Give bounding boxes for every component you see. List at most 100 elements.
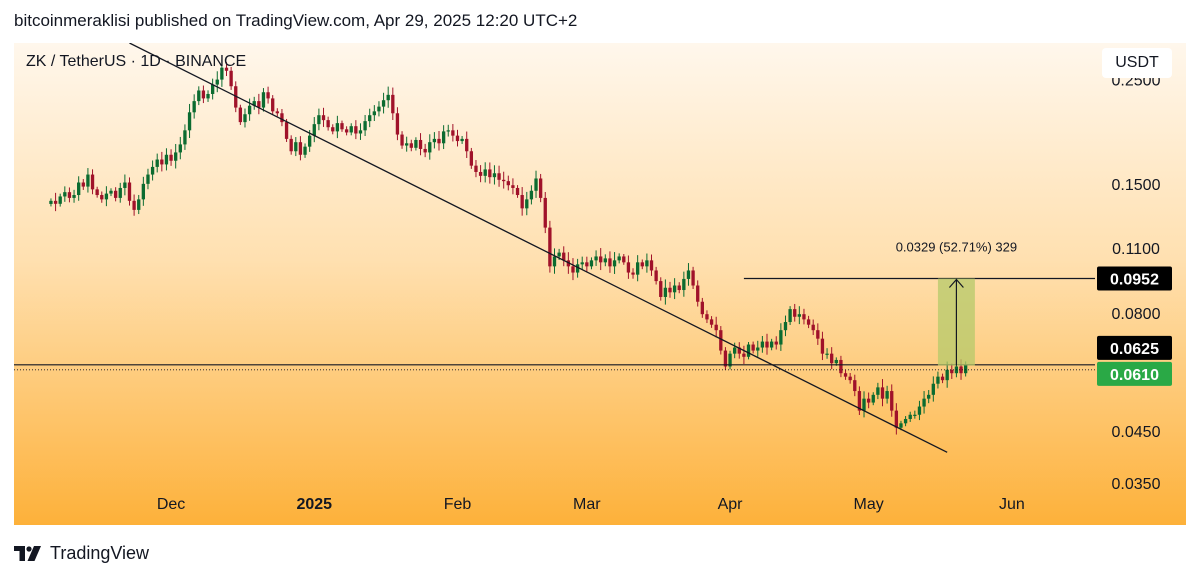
candle[interactable] — [451, 124, 455, 142]
candle[interactable] — [220, 59, 224, 87]
candle[interactable] — [672, 278, 677, 300]
candle[interactable] — [183, 124, 187, 150]
candle[interactable] — [174, 143, 178, 169]
candle[interactable] — [187, 103, 192, 138]
candle[interactable] — [760, 335, 765, 353]
candle[interactable] — [321, 107, 326, 127]
candle[interactable] — [945, 361, 949, 388]
candle[interactable] — [885, 385, 889, 404]
candle[interactable] — [917, 400, 922, 421]
candle[interactable] — [118, 182, 122, 203]
candle[interactable] — [635, 255, 640, 282]
candle[interactable] — [312, 117, 316, 143]
candle[interactable] — [192, 94, 196, 119]
candle[interactable] — [811, 319, 815, 336]
candle[interactable] — [668, 281, 672, 298]
candle[interactable] — [414, 137, 418, 151]
candle[interactable] — [788, 306, 792, 325]
candle[interactable] — [141, 176, 146, 206]
candle[interactable] — [765, 333, 769, 355]
candle[interactable] — [677, 282, 681, 294]
candle[interactable] — [880, 379, 885, 407]
candle[interactable] — [543, 192, 547, 234]
candle[interactable] — [137, 194, 141, 215]
candle[interactable] — [294, 137, 298, 157]
candle[interactable] — [631, 268, 635, 279]
candle[interactable] — [691, 266, 695, 290]
candle[interactable] — [820, 331, 825, 361]
candle[interactable] — [737, 342, 741, 359]
candle[interactable] — [709, 316, 714, 328]
candle[interactable] — [460, 135, 464, 144]
support-price-badge[interactable]: 0.0625 — [1097, 335, 1172, 360]
candle[interactable] — [936, 371, 940, 389]
current-price-badge[interactable]: 0.0610 — [1097, 361, 1172, 386]
candle[interactable] — [719, 326, 723, 355]
candle[interactable] — [155, 153, 159, 173]
candle[interactable] — [525, 191, 529, 216]
candle[interactable] — [890, 384, 894, 417]
candle[interactable] — [405, 136, 409, 152]
price-chart[interactable]: 0.0329 (52.71%) 329 Dec 2025 Feb Mar Apr May J… — [14, 43, 1186, 525]
candle[interactable] — [123, 174, 127, 196]
candle[interactable] — [783, 315, 788, 337]
candle[interactable] — [802, 308, 806, 325]
candle[interactable] — [280, 108, 284, 127]
candle[interactable] — [839, 355, 843, 378]
candle[interactable] — [289, 135, 293, 155]
candle[interactable] — [446, 124, 450, 137]
candle[interactable] — [247, 98, 252, 121]
candle[interactable] — [779, 323, 783, 351]
candle[interactable] — [686, 263, 691, 286]
descending-trendline[interactable] — [129, 43, 948, 453]
candle[interactable] — [335, 115, 340, 139]
candle[interactable] — [109, 188, 113, 197]
candle[interactable] — [229, 66, 233, 90]
candle[interactable] — [317, 108, 321, 131]
symbol-label[interactable]: ZK / TetherUS · 1D · BINANCE — [26, 53, 247, 70]
candle[interactable] — [927, 390, 931, 404]
candle[interactable] — [257, 93, 261, 115]
candle[interactable] — [86, 168, 90, 193]
candle[interactable] — [238, 104, 243, 125]
candle[interactable] — [95, 186, 99, 198]
candle[interactable] — [423, 143, 427, 158]
candle[interactable] — [326, 116, 330, 131]
candle[interactable] — [552, 248, 557, 274]
footer-brand[interactable]: TradingView — [14, 541, 149, 565]
candle[interactable] — [377, 101, 381, 117]
candle[interactable] — [271, 95, 275, 115]
candle[interactable] — [617, 253, 621, 264]
candle[interactable] — [363, 114, 367, 137]
candle[interactable] — [201, 85, 206, 104]
candle[interactable] — [742, 345, 746, 365]
candle[interactable] — [492, 165, 497, 185]
candle[interactable] — [340, 120, 344, 132]
candle[interactable] — [659, 277, 663, 301]
candle[interactable] — [275, 108, 279, 117]
candle[interactable] — [816, 323, 820, 345]
candle[interactable] — [469, 147, 474, 169]
candle[interactable] — [127, 177, 132, 206]
candle[interactable] — [640, 259, 644, 270]
candle[interactable] — [682, 271, 686, 297]
candle[interactable] — [160, 151, 164, 172]
candle[interactable] — [49, 198, 53, 207]
candle[interactable] — [243, 108, 247, 128]
candle[interactable] — [876, 382, 880, 400]
candle[interactable] — [132, 194, 136, 216]
chart-area[interactable]: 0.0329 (52.71%) 329 Dec 2025 Feb Mar Apr May J… — [14, 43, 1186, 525]
candle[interactable] — [649, 254, 654, 276]
candle[interactable] — [950, 363, 954, 379]
candle[interactable] — [146, 168, 150, 190]
candle[interactable] — [830, 347, 834, 370]
candle[interactable] — [866, 392, 871, 409]
candle[interactable] — [428, 134, 432, 160]
candle[interactable] — [331, 124, 335, 135]
candle[interactable] — [206, 90, 210, 102]
candle[interactable] — [354, 120, 358, 140]
candle[interactable] — [922, 391, 926, 414]
candle[interactable] — [90, 169, 95, 195]
candle[interactable] — [511, 178, 515, 195]
candle[interactable] — [608, 251, 612, 273]
